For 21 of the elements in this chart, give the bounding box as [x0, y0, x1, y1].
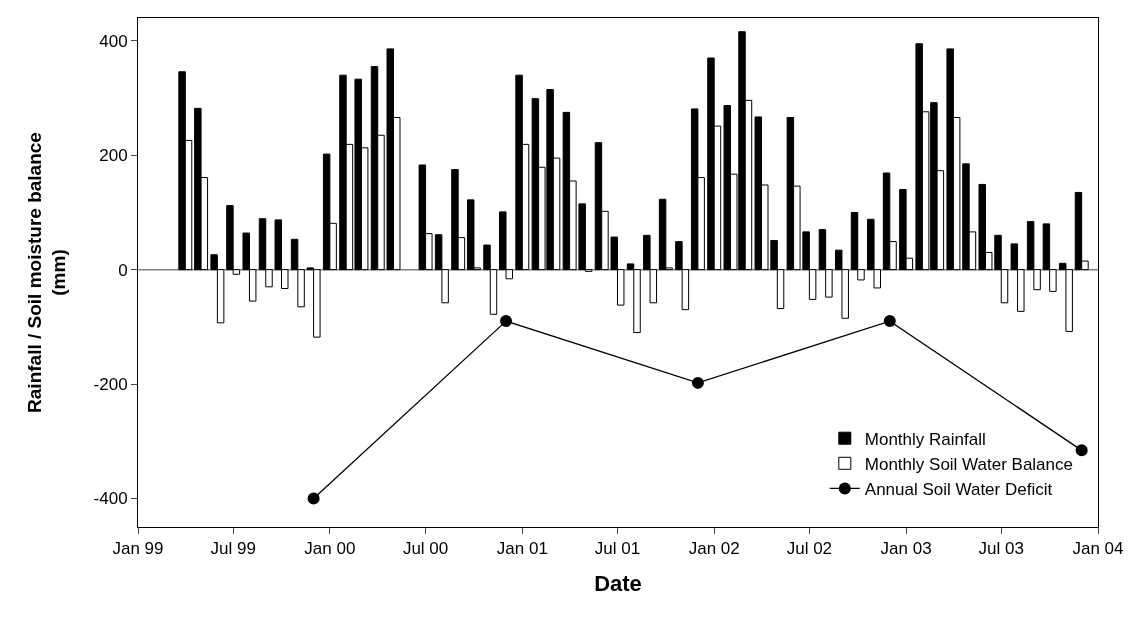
y-tick-label: 200: [99, 146, 128, 166]
y-tick-label: -400: [93, 489, 128, 509]
x-tick-label: Jan 03: [880, 539, 932, 559]
y-tick-label: 400: [99, 31, 128, 51]
x-tick-label: Jul 01: [594, 539, 641, 559]
y-axis-title: Rainfall / Soil moisture balance (mm): [23, 132, 70, 413]
x-tick-label: Jan 04: [1072, 539, 1124, 559]
y-tick-label: 0: [118, 260, 128, 280]
x-tick-label: Jan 99: [112, 539, 164, 559]
x-axis-title: Date: [594, 571, 642, 597]
legend-label: Monthly Soil Water Balance: [864, 454, 1073, 474]
x-tick-label: Jan 00: [304, 539, 356, 559]
x-tick-label: Jan 02: [688, 539, 740, 559]
x-tick-label: Jul 99: [210, 539, 256, 559]
x-tick-label: Jul 00: [402, 539, 449, 559]
x-tick-label: Jul 02: [786, 539, 833, 559]
x-tick-label: Jul 03: [978, 539, 1024, 559]
x-tick-label: Jan 01: [496, 539, 548, 559]
legend-label: Annual Soil Water Deficit: [864, 480, 1053, 500]
y-tick-label: -200: [93, 374, 128, 394]
legend-label: Monthly Rainfall: [864, 429, 986, 449]
